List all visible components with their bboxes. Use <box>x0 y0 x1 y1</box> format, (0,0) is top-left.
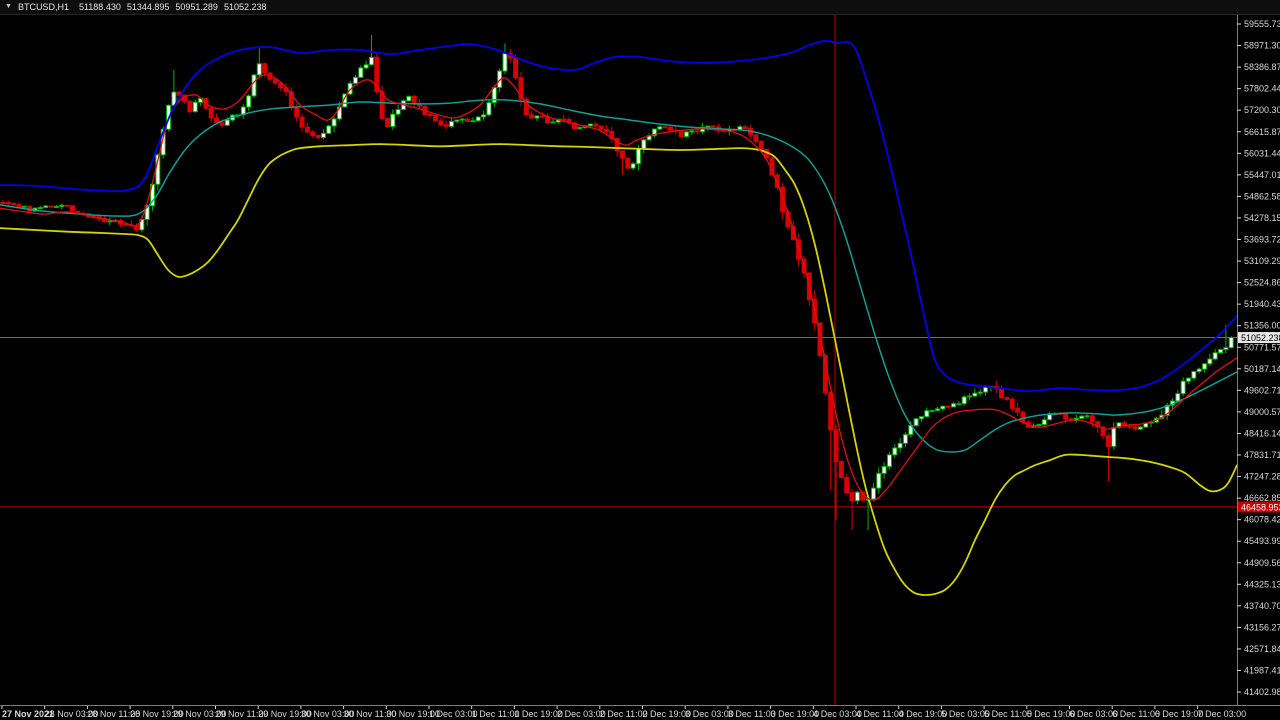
price-tick-label: 46662.850 <box>1244 493 1280 503</box>
price-tick-label: 48416.140 <box>1244 428 1280 438</box>
time-tick-label: 3 Dec 19:00 <box>771 709 820 719</box>
time-tick-label: 30 Nov 11:00 <box>344 709 397 719</box>
hline-price-tag <box>1238 501 1280 513</box>
time-tick-label: 29 Nov 19:00 <box>258 709 312 719</box>
time-tick-label: 5 Dec 03:00 <box>941 709 990 719</box>
price-tick-label: 53693.720 <box>1244 235 1280 245</box>
price-tick-label: 59555.730 <box>1244 19 1280 29</box>
price-tick-label: 54862.580 <box>1244 191 1280 201</box>
time-tick-label: 7 Dec 03:00 <box>1198 709 1247 719</box>
time-tick-label: 29 Nov 11:00 <box>216 709 269 719</box>
drawn-objects <box>0 14 1237 705</box>
current-price-tag <box>1238 332 1280 344</box>
price-tick-label: 50771.570 <box>1244 342 1280 352</box>
price-tick-label: 42571.840 <box>1244 644 1280 654</box>
open-value: 51188.430 <box>78 2 121 12</box>
time-tick-label: 28 Nov 11:00 <box>87 709 140 719</box>
price-tick-label: 44909.560 <box>1244 558 1280 568</box>
price-tick-label: 55447.010 <box>1244 170 1280 180</box>
current-price-tag-label: 51052.238 <box>1241 333 1280 343</box>
price-tick-label: 41402.980 <box>1244 687 1280 697</box>
price-tick-label: 56615.870 <box>1244 127 1280 137</box>
price-tick-label: 49000.570 <box>1244 407 1280 417</box>
time-tick-label: 6 Dec 11:00 <box>1112 709 1160 719</box>
time-tick-label: 30 Nov 19:00 <box>386 709 440 719</box>
price-tick-label: 53109.290 <box>1244 256 1280 266</box>
price-tick-label: 52524.860 <box>1244 278 1280 288</box>
hline-price-tag-label: 46458.953 <box>1241 502 1280 512</box>
price-tick-label: 51940.430 <box>1244 299 1280 309</box>
time-tick-label: 6 Dec 03:00 <box>1070 709 1119 719</box>
price-tick-label: 46078.420 <box>1244 515 1280 525</box>
time-tick-label: 1 Dec 03:00 <box>429 709 478 719</box>
time-tick-label: 28 Nov 19:00 <box>130 709 184 719</box>
time-tick-label: 30 Nov 03:00 <box>301 709 355 719</box>
indicator-line-red-fast-ma <box>0 74 1238 501</box>
price-tick-label: 51356.000 <box>1244 321 1280 331</box>
axis-price-tags: 51052.238 46458.953 <box>1238 332 1280 513</box>
time-tick-label: 3 Dec 11:00 <box>728 709 776 719</box>
price-tick-label: 57802.440 <box>1244 84 1280 94</box>
time-tick-label: 27 Nov 2021 <box>2 709 54 719</box>
time-tick-label: 28 Nov 03:00 <box>45 709 99 719</box>
price-tick-label: 43740.700 <box>1244 601 1280 611</box>
time-tick-label: 3 Dec 03:00 <box>685 709 734 719</box>
indicator-line-blue-upper-band <box>0 39 1238 392</box>
time-tick-label: 1 Dec 11:00 <box>472 709 520 719</box>
time-tick-label: 2 Dec 11:00 <box>600 709 648 719</box>
price-tick-label: 56031.440 <box>1244 148 1280 158</box>
price-tick-label: 44325.130 <box>1244 579 1280 589</box>
time-tick-label: 4 Dec 03:00 <box>813 709 862 719</box>
time-tick-label: 5 Dec 19:00 <box>1027 709 1076 719</box>
indicator-line-yellow-lower-band <box>0 143 1238 596</box>
price-tick-label: 45493.990 <box>1244 536 1280 546</box>
axes <box>0 14 1280 706</box>
time-tick-label: 2 Dec 03:00 <box>557 709 606 719</box>
time-tick-label: 2 Dec 19:00 <box>643 709 692 719</box>
time-tick-label: 5 Dec 11:00 <box>984 709 1032 719</box>
price-tick-label: 47831.710 <box>1244 450 1280 460</box>
time-tick-label: 6 Dec 19:00 <box>1155 709 1204 719</box>
price-tick-label: 58386.870 <box>1244 62 1280 72</box>
price-tick-label: 41987.410 <box>1244 666 1280 676</box>
price-tick-label: 49602.710 <box>1244 385 1280 395</box>
price-axis[interactable]: 59555.730 58971.300 58386.870 57802.440 5720… <box>1237 19 1280 697</box>
price-tick-label: 47247.280 <box>1244 472 1280 482</box>
time-tick-label: 4 Dec 19:00 <box>899 709 948 719</box>
data-window-toggle-icon[interactable]: ▼ <box>5 3 12 10</box>
price-tick-label: 43156.270 <box>1244 622 1280 632</box>
price-tick-label: 58971.300 <box>1244 41 1280 51</box>
price-tick-label: 54278.150 <box>1244 213 1280 223</box>
high-value: 51344.895 <box>126 2 170 12</box>
indicator-line-teal-middle-ma <box>0 99 1238 453</box>
time-tick-label: 4 Dec 11:00 <box>856 709 904 719</box>
time-tick-label: 29 Nov 03:00 <box>173 709 227 719</box>
symbol-period-label: BTCUSD,H1 <box>17 2 69 12</box>
chart-title-bar: ▼ BTCUSD,H1 51188.430 51344.895 50951.28… <box>0 0 1280 15</box>
price-tick-label: 50187.140 <box>1244 364 1280 374</box>
close-value: 51052.238 <box>223 2 267 12</box>
price-tick-label: 57200.300 <box>1244 105 1280 115</box>
indicator-lines <box>0 39 1238 596</box>
time-tick-label: 1 Dec 19:00 <box>514 709 563 719</box>
low-value: 50951.289 <box>175 2 218 12</box>
